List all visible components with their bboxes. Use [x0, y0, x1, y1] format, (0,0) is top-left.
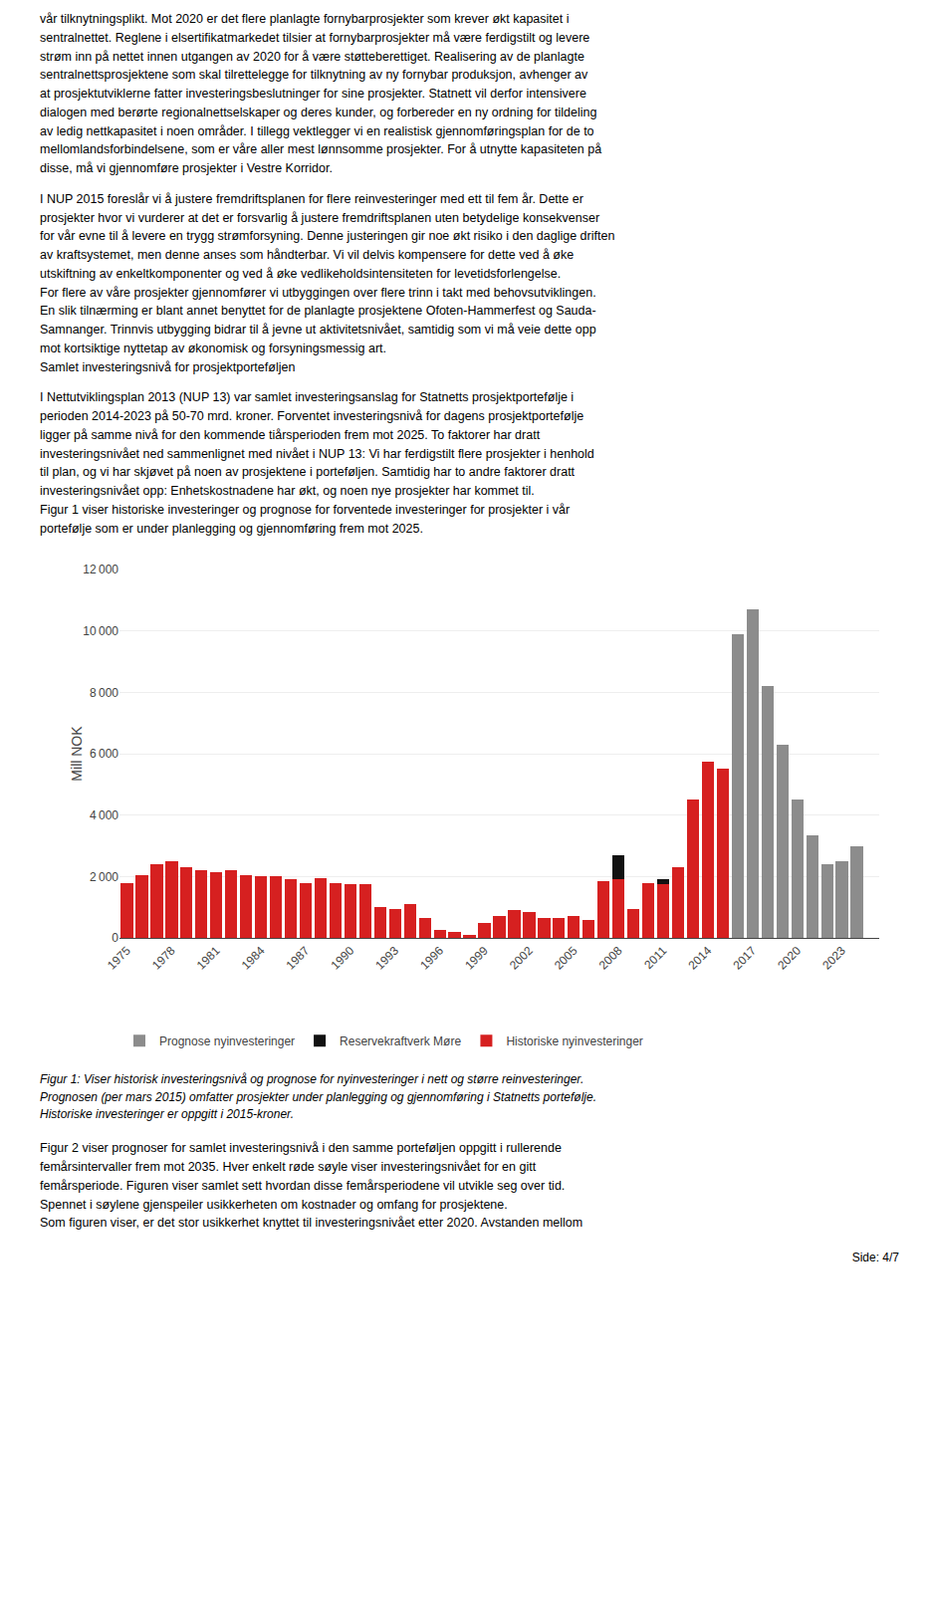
svg-text:6 000: 6 000	[89, 746, 119, 761]
svg-text:2020: 2020	[774, 943, 804, 973]
svg-text:1999: 1999	[462, 943, 491, 973]
html-text:Figur 2 viser prognoser for sa: Figur 2 viser prognoser for samlet inves…	[39, 1141, 583, 1231]
svg-text:1987: 1987	[283, 943, 313, 973]
svg-text:1981: 1981	[194, 943, 224, 973]
svg-text:12 000: 12 000	[82, 562, 119, 577]
html-text:I Nettutviklingsplan 2013 (NUP: I Nettutviklingsplan 2013 (NUP 13) var s…	[39, 390, 595, 536]
html-text:vår tilknytningsplikt. Mot 202: vår tilknytningsplikt. Mot 2020 er det f…	[39, 11, 602, 176]
svg-text:4 000: 4 000	[89, 808, 119, 823]
svg-text:2002: 2002	[506, 943, 536, 973]
svg-text:1990: 1990	[327, 943, 357, 973]
html-text:I NUP 2015 foreslår vi å juste: I NUP 2015 foreslår vi å justere fremdri…	[39, 191, 615, 374]
html-text:Side: 4/7: Side: 4/7	[851, 1250, 900, 1265]
svg-text:2011: 2011	[641, 943, 670, 972]
svg-text:1978: 1978	[149, 943, 179, 973]
svg-text:Historiske nyinvesteringer: Historiske nyinvesteringer	[505, 1034, 643, 1049]
svg-text:2008: 2008	[596, 943, 626, 973]
svg-text:1996: 1996	[417, 943, 447, 973]
svg-text:2017: 2017	[729, 943, 759, 973]
svg-text:1993: 1993	[372, 943, 402, 973]
svg-text:1984: 1984	[238, 943, 268, 973]
svg-text:1975: 1975	[104, 943, 134, 973]
svg-text:2023: 2023	[819, 943, 849, 973]
svg-text:0: 0	[111, 930, 119, 945]
html-text:Figur 1: Viser historisk inves: Figur 1: Viser historisk investeringsniv…	[39, 1072, 597, 1122]
svg-text:Mill NOK: Mill NOK	[68, 725, 85, 782]
svg-text:10 000: 10 000	[82, 624, 119, 639]
svg-text:2014: 2014	[686, 943, 715, 973]
svg-text:8 000: 8 000	[89, 686, 119, 700]
svg-text:Prognose nyinvesteringer: Prognose nyinvesteringer	[159, 1034, 295, 1049]
svg-text:2005: 2005	[551, 943, 581, 973]
svg-text:2 000: 2 000	[89, 870, 119, 885]
svg-text:Reservekraftverk Møre: Reservekraftverk Møre	[339, 1034, 462, 1049]
